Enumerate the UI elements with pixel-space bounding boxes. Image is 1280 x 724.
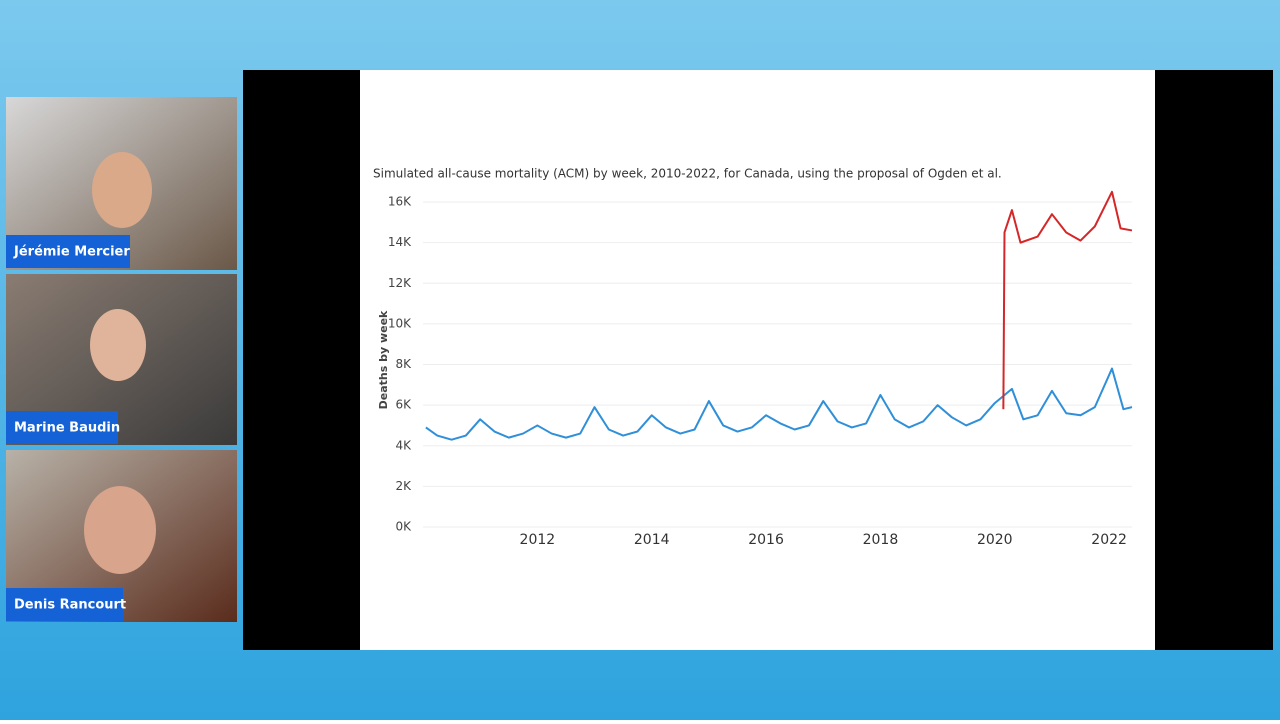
name-tag [6,411,118,444]
y-tick-label: 2K [395,479,412,493]
participant-name: Marine Baudin [14,421,120,436]
y-tick-label: 4K [395,438,412,452]
face [84,486,156,574]
y-tick-label: 0K [395,520,412,534]
y-tick-label: 12K [388,276,412,290]
y-tick-label: 10K [388,316,412,330]
name-tag [6,588,123,621]
y-tick-label: 16K [388,195,412,209]
face [92,152,152,228]
x-tick-label: 2016 [748,532,784,548]
participant-name: Jérémie Mercier [13,245,130,260]
x-tick-label: 2012 [520,532,556,548]
face [90,309,146,381]
y-tick-label: 6K [395,398,412,412]
participant-name: Denis Rancourt [14,598,126,613]
y-tick-label: 8K [395,357,412,371]
x-tick-label: 2022 [1091,532,1127,548]
y-tick-label: 14K [388,235,412,249]
x-tick-label: 2020 [977,532,1013,548]
name-tag [6,235,130,268]
line-series [425,367,1133,441]
x-tick-label: 2018 [863,532,899,548]
chart-title: Simulated all-cause mortality (ACM) by w… [373,167,1002,181]
x-tick-label: 2014 [634,532,670,548]
line-series [1002,190,1133,410]
slide [360,70,1155,650]
y-axis-label: Deaths by week [377,310,390,409]
